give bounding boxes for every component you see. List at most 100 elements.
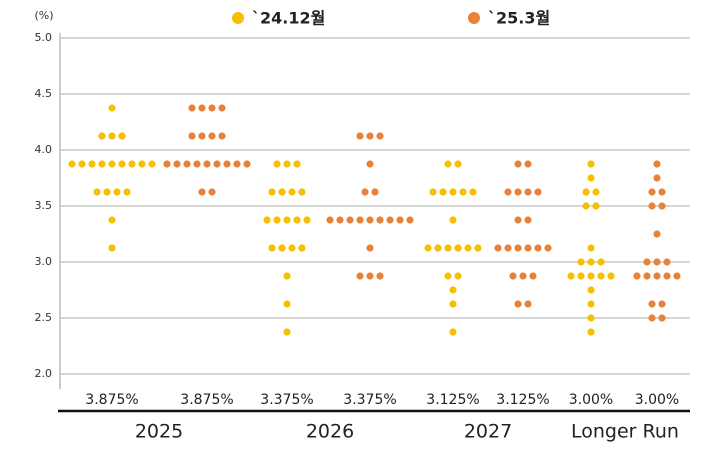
- dot: [524, 188, 532, 196]
- y-tick-label: 2.0: [35, 367, 53, 380]
- dot: [587, 300, 595, 308]
- category-label: 2026: [306, 421, 354, 443]
- dot: [648, 314, 656, 322]
- dot: [658, 300, 666, 308]
- dot: [597, 258, 605, 266]
- dot: [653, 160, 661, 168]
- dot: [449, 328, 457, 336]
- dot: [514, 216, 522, 224]
- dot: [218, 104, 226, 112]
- y-tick-label: 5.0: [35, 31, 53, 44]
- dot: [118, 132, 126, 140]
- dot: [653, 258, 661, 266]
- dot: [198, 188, 206, 196]
- dot: [103, 188, 111, 196]
- dot: [326, 216, 334, 224]
- dot: [643, 258, 651, 266]
- dot: [128, 160, 136, 168]
- dot: [356, 272, 364, 280]
- median-label: 3.375%: [260, 392, 313, 408]
- dot: [203, 160, 211, 168]
- dot: [376, 216, 384, 224]
- dot: [208, 104, 216, 112]
- dot: [278, 244, 286, 252]
- dot: [567, 272, 575, 280]
- legend-label: `24.12월: [252, 9, 325, 28]
- dot: [366, 216, 374, 224]
- dot: [68, 160, 76, 168]
- category-label: Longer Run: [571, 421, 679, 443]
- dot: [494, 244, 502, 252]
- y-tick-label: 2.5: [35, 311, 53, 324]
- dot: [98, 132, 106, 140]
- dot: [519, 272, 527, 280]
- y-tick-label: 4.0: [35, 143, 53, 156]
- dot: [396, 216, 404, 224]
- dot: [454, 244, 462, 252]
- dot: [356, 132, 364, 140]
- dot: [459, 188, 467, 196]
- median-label: 3.375%: [343, 392, 396, 408]
- dot: [188, 104, 196, 112]
- dot: [98, 160, 106, 168]
- dot: [597, 272, 605, 280]
- dot: [424, 244, 432, 252]
- dot: [454, 272, 462, 280]
- dot: [449, 216, 457, 224]
- dot: [283, 216, 291, 224]
- dot: [113, 188, 121, 196]
- legend-marker: [232, 12, 244, 24]
- dot: [283, 160, 291, 168]
- dot: [138, 160, 146, 168]
- dot: [293, 160, 301, 168]
- dot: [469, 188, 477, 196]
- legend-label: `25.3월: [488, 9, 550, 28]
- dot: [273, 216, 281, 224]
- dot: [198, 132, 206, 140]
- dot: [643, 272, 651, 280]
- dot: [366, 272, 374, 280]
- dot: [577, 272, 585, 280]
- dot: [346, 216, 354, 224]
- dot: [108, 160, 116, 168]
- dot: [429, 188, 437, 196]
- dot: [653, 230, 661, 238]
- dot: [268, 244, 276, 252]
- dot: [653, 174, 661, 182]
- dot: [607, 272, 615, 280]
- dot: [303, 216, 311, 224]
- median-label: 3.00%: [635, 392, 679, 408]
- dot: [648, 188, 656, 196]
- dot: [587, 174, 595, 182]
- dot: [449, 188, 457, 196]
- dot: [434, 244, 442, 252]
- dot: [183, 160, 191, 168]
- dot: [406, 216, 414, 224]
- dot: [288, 188, 296, 196]
- dot: [108, 132, 116, 140]
- dot: [371, 188, 379, 196]
- dot: [663, 272, 671, 280]
- dot: [587, 286, 595, 294]
- dot: [263, 216, 271, 224]
- dot: [188, 132, 196, 140]
- dot: [449, 286, 457, 294]
- dot: [673, 272, 681, 280]
- dot: [268, 188, 276, 196]
- dot: [273, 160, 281, 168]
- dot: [592, 188, 600, 196]
- dot: [283, 300, 291, 308]
- median-label: 3.00%: [569, 392, 613, 408]
- dot: [439, 188, 447, 196]
- dot: [658, 202, 666, 210]
- dot: [524, 160, 532, 168]
- dot: [504, 188, 512, 196]
- dot: [544, 244, 552, 252]
- dot: [208, 132, 216, 140]
- dot: [208, 188, 216, 196]
- dot: [587, 244, 595, 252]
- legend-marker: [468, 12, 480, 24]
- dot: [386, 216, 394, 224]
- median-label: 3.875%: [85, 392, 138, 408]
